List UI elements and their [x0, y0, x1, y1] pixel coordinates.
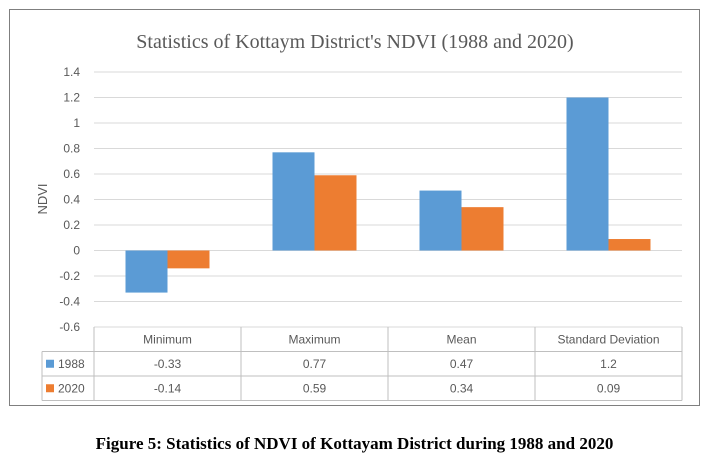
y-tick-label: -0.2	[59, 269, 80, 283]
y-tick-label: -0.4	[59, 295, 80, 309]
chart-title: Statistics of Kottaym District's NDVI (1…	[136, 31, 573, 53]
bar-1988-mean	[419, 190, 462, 251]
y-tick-label: 0.6	[63, 167, 80, 181]
data-value-label: 1.2	[600, 357, 617, 371]
bar-2020-minimum	[167, 250, 210, 269]
y-tick-label: 1.2	[63, 91, 80, 105]
legend-label: 2020	[58, 381, 85, 395]
y-tick-label: 1	[73, 116, 80, 130]
legend-label: 1988	[58, 357, 85, 371]
y-axis-label: NDVI	[35, 183, 50, 214]
figure-caption: Figure 5: Statistics of NDVI of Kottayam…	[95, 434, 614, 453]
category-label: Mean	[446, 332, 476, 346]
bar-chart: Statistics of Kottaym District's NDVI (1…	[35, 31, 683, 401]
data-value-label: 0.77	[303, 357, 327, 371]
legend-swatch-1988	[46, 359, 54, 368]
category-label: Maximum	[288, 332, 340, 346]
chart-area: Statistics of Kottaym District's NDVI (1…	[9, 9, 700, 406]
category-label: Minimum	[143, 332, 192, 346]
bar-1988-standard-deviation	[566, 97, 609, 251]
category-label: Standard Deviation	[557, 332, 659, 346]
data-value-label: 0.59	[303, 381, 327, 395]
data-value-label: 0.47	[450, 357, 474, 371]
data-value-label: -0.33	[154, 357, 182, 371]
bar-2020-maximum	[314, 175, 357, 251]
data-value-label: 0.09	[597, 381, 621, 395]
y-tick-label: -0.6	[59, 320, 80, 334]
data-value-label: -0.14	[154, 381, 182, 395]
bar-2020-mean	[461, 207, 504, 251]
y-tick-label: 0.4	[63, 193, 80, 207]
bar-2020-standard-deviation	[608, 239, 651, 251]
y-tick-label: 1.4	[63, 65, 80, 79]
y-tick-label: 0.8	[63, 142, 80, 156]
y-tick-label: 0.2	[63, 218, 80, 232]
bar-1988-minimum	[125, 250, 168, 293]
data-value-label: 0.34	[450, 381, 474, 395]
bar-1988-maximum	[272, 152, 315, 251]
y-tick-label: 0	[73, 244, 80, 258]
legend-swatch-2020	[46, 384, 54, 393]
